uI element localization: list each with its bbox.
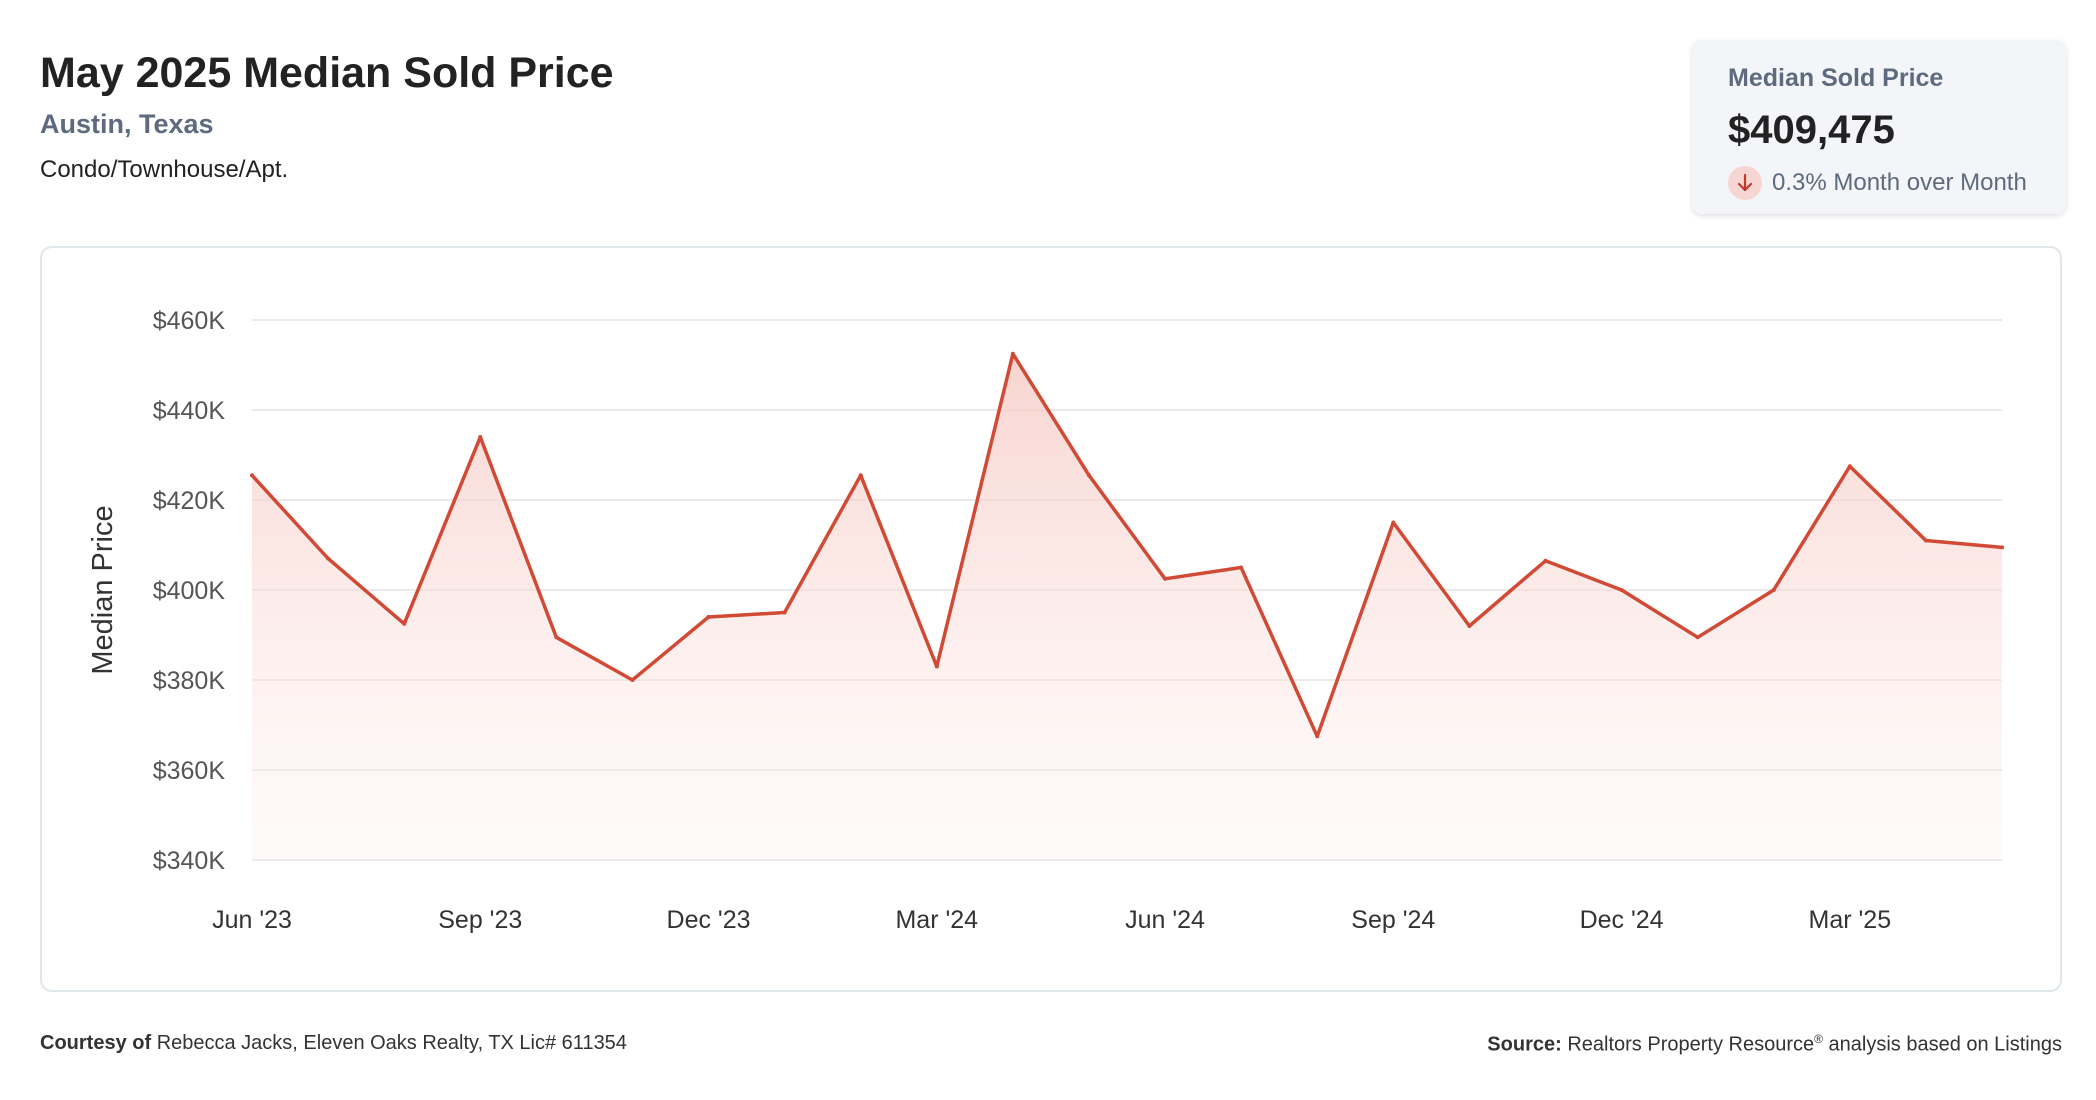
stat-change-text: 0.3% Month over Month xyxy=(1772,169,2027,196)
median-price-chart: $340K $360K $380K $400K $420K $440K $460K Jun … xyxy=(87,307,2004,934)
data-point xyxy=(250,473,254,478)
data-point xyxy=(326,556,331,561)
property-type-label: Condo/Townhouse/Apt. xyxy=(40,156,289,183)
x-axis-ticks: Jun '23 Sep '23 Dec '23 Mar '24 Jun '24 Sep '… xyxy=(212,906,1891,934)
data-point xyxy=(1695,635,1700,640)
courtesy-label: Courtesy of xyxy=(40,1032,152,1054)
data-point xyxy=(1163,576,1168,581)
data-point xyxy=(2000,545,2004,550)
data-point xyxy=(1315,734,1320,739)
x-tick-label: Dec '24 xyxy=(1580,906,1664,934)
series-line xyxy=(250,352,2004,739)
data-point xyxy=(402,621,407,626)
data-point xyxy=(1239,565,1244,570)
source-footer: Source: Realtors Property Resource® anal… xyxy=(1487,1032,2062,1057)
data-point xyxy=(1771,588,1776,592)
y-tick-label: $440K xyxy=(153,397,226,425)
y-tick-label: $340K xyxy=(153,847,226,875)
stat-value: $409,475 xyxy=(1728,108,1895,152)
data-point xyxy=(1086,473,1091,478)
stat-label: Median Sold Price xyxy=(1728,64,1944,92)
x-tick-label: Dec '23 xyxy=(667,906,751,934)
y-tick-label: $420K xyxy=(153,487,226,515)
y-tick-label: $380K xyxy=(153,667,226,695)
courtesy-footer: Courtesy of Rebecca Jacks, Eleven Oaks R… xyxy=(40,1032,627,1055)
x-tick-label: Sep '24 xyxy=(1351,906,1435,934)
y-axis-title: Median Price xyxy=(87,505,119,674)
data-point xyxy=(554,635,559,640)
x-tick-label: Jun '24 xyxy=(1125,906,1205,934)
data-point xyxy=(1619,588,1624,592)
data-point xyxy=(782,610,787,615)
x-tick-label: Mar '25 xyxy=(1809,906,1892,934)
data-point xyxy=(1543,558,1548,563)
source-text-a: Realtors Property Resource xyxy=(1567,1033,1815,1056)
arrow-down-icon xyxy=(1728,166,1762,200)
data-point xyxy=(1391,520,1396,525)
data-point xyxy=(934,664,939,669)
area-layer xyxy=(250,351,2004,860)
median-price-stat-card: Median Sold Price $409,475 0.3% Month ov… xyxy=(1692,40,2066,214)
data-point xyxy=(858,473,863,478)
source-text-b: analysis based on Listings xyxy=(1822,1033,2063,1056)
source-label: Source: xyxy=(1487,1033,1562,1056)
chart-header: May 2025 Median Sold Price Austin, Texas… xyxy=(40,44,614,188)
data-point xyxy=(706,615,711,619)
data-point xyxy=(478,435,483,439)
data-point xyxy=(1847,464,1852,469)
data-point xyxy=(1467,624,1472,628)
page-title: May 2025 Median Sold Price xyxy=(40,49,614,97)
y-tick-label: $360K xyxy=(153,757,226,785)
data-point xyxy=(630,678,635,682)
stat-change: 0.3% Month over Month xyxy=(1728,166,2066,200)
registered-mark: ® xyxy=(1814,1032,1823,1046)
y-axis-ticks: $340K $360K $380K $400K $420K $440K $460K xyxy=(153,307,226,875)
y-tick-label: $460K xyxy=(153,307,226,335)
courtesy-text: Rebecca Jacks, Eleven Oaks Realty, TX Li… xyxy=(156,1032,627,1054)
location-label: Austin, Texas xyxy=(40,109,214,139)
y-tick-label: $400K xyxy=(153,577,226,605)
x-tick-label: Sep '23 xyxy=(438,906,522,934)
data-point xyxy=(1010,351,1015,356)
data-point xyxy=(1923,538,1928,543)
x-tick-label: Jun '23 xyxy=(212,906,292,934)
chart-panel: $340K $360K $380K $400K $420K $440K $460K Jun … xyxy=(40,246,2062,992)
x-tick-label: Mar '24 xyxy=(895,906,978,934)
area-fill xyxy=(252,353,2002,860)
